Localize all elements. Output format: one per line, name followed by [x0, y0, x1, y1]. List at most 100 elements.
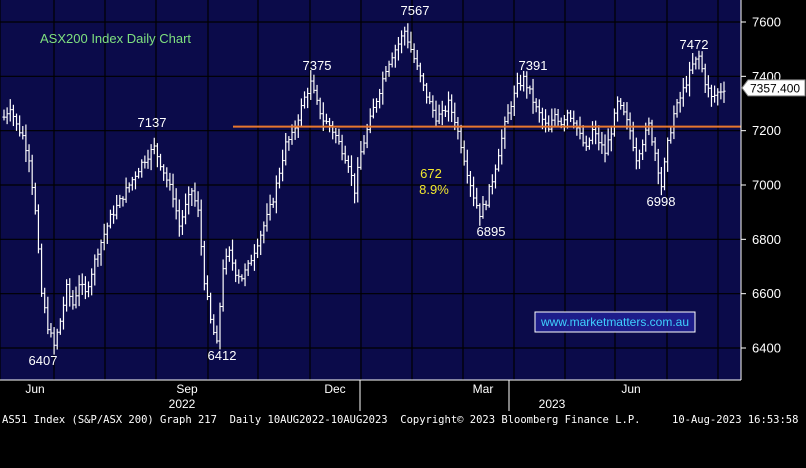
axis-panel-bottom — [0, 380, 741, 411]
ohlc-bar — [93, 254, 97, 286]
ohlc-bar — [619, 98, 623, 110]
ohlc-bar — [722, 81, 726, 103]
ohlc-bar — [74, 286, 78, 309]
ohlc-bar — [177, 199, 181, 237]
ohlc-bar — [653, 137, 657, 162]
ohlc-bar — [158, 153, 163, 171]
ohlc-bar — [684, 75, 689, 93]
ohlc-bar — [83, 276, 87, 300]
ohlc-bar — [111, 205, 116, 224]
ohlc-bar — [246, 260, 250, 276]
ohlc-bar — [462, 140, 466, 166]
ohlc-bar — [506, 104, 510, 124]
ohlc-bar — [597, 125, 601, 151]
ohlc-bar — [327, 117, 332, 133]
ohlc-bar — [615, 96, 620, 122]
ohlc-bar — [493, 164, 498, 189]
footer-timestamp: 10-Aug-2023 16:53:58 — [672, 414, 799, 426]
ohlc-bar — [315, 84, 319, 105]
ohlc-bar — [396, 36, 401, 61]
footer-bar: AS51 Index (S&P/ASX 200) Graph 217 Daily… — [0, 411, 806, 430]
ohlc-bar — [425, 82, 429, 104]
ohlc-bar — [77, 275, 81, 307]
ohlc-bar — [343, 145, 347, 164]
ohlc-bar — [716, 88, 720, 106]
ohlc-bar — [24, 124, 28, 163]
ohlc-bar — [387, 60, 391, 77]
ohlc-bar — [662, 157, 667, 191]
ohlc-bar — [281, 149, 285, 182]
peak-label-3: 7567 — [401, 3, 430, 18]
ohlc-bar — [265, 203, 269, 232]
ohlc-bar — [187, 186, 191, 215]
ohlc-bar — [221, 259, 225, 312]
ohlc-bar — [61, 296, 66, 330]
last-price-flag: 7357.400 — [741, 79, 806, 97]
x-tick-label: Jun — [621, 382, 640, 396]
ohlc-bar — [421, 73, 426, 92]
ohlc-bar — [259, 230, 263, 256]
ohlc-bar — [669, 126, 673, 144]
ohlc-bar — [193, 182, 197, 207]
ohlc-bar — [33, 182, 37, 215]
ohlc-bar — [531, 78, 535, 114]
ohlc-bar — [703, 63, 707, 93]
ohlc-bar — [30, 154, 34, 195]
ohlc-bar — [209, 292, 213, 324]
ohlc-bar — [691, 53, 695, 75]
y-tick-label: 7000 — [752, 178, 781, 193]
ohlc-bar — [340, 134, 344, 161]
ohlc-bar — [2, 109, 6, 121]
ohlc-bar — [399, 30, 404, 54]
ohlc-bar — [450, 94, 454, 123]
ohlc-bar — [518, 74, 523, 91]
ohlc-bar — [393, 44, 397, 68]
y-tick-label: 7600 — [752, 15, 781, 30]
watermark-text: www.marketmatters.com.au — [540, 315, 689, 329]
ohlc-bar — [349, 155, 354, 186]
ohlc-bar — [55, 328, 59, 350]
ohlc-bar — [65, 279, 69, 312]
ohlc-bar — [609, 125, 613, 152]
ohlc-bar — [694, 56, 698, 70]
ohlc-bar — [183, 193, 188, 225]
ohlc-bar — [678, 91, 682, 113]
ohlc-bar — [503, 116, 507, 149]
peak-label-4: 7391 — [519, 58, 548, 73]
axis-panel-right — [741, 0, 806, 411]
peak-label-5: 7472 — [680, 37, 709, 52]
ohlc-bar — [471, 176, 476, 207]
ohlc-bar — [709, 84, 714, 107]
ohlc-bar — [127, 182, 131, 193]
ohlc-bar — [594, 120, 598, 145]
ohlc-bar — [312, 74, 316, 94]
ohlc-bar — [675, 99, 679, 118]
peak-label-1: 7137 — [138, 115, 167, 130]
ohlc-bar — [431, 95, 435, 118]
last-price-label: 7357.400 — [750, 81, 800, 95]
ohlc-bar — [562, 115, 566, 132]
ohlc-bar — [5, 107, 9, 125]
x-tick-label: Jun — [25, 382, 44, 396]
move-points-label: 672 — [420, 166, 442, 181]
x-year-label: 2023 — [539, 397, 566, 411]
ohlc-bar — [271, 197, 275, 208]
ohlc-bar — [719, 83, 723, 100]
ohlc-bar — [497, 148, 501, 172]
ohlc-bar — [237, 269, 241, 284]
ohlc-bar — [205, 275, 210, 301]
ohlc-bar — [587, 137, 591, 150]
ohlc-bar — [459, 124, 463, 154]
ohlc-bar — [165, 167, 169, 188]
ohlc-bar — [249, 254, 253, 266]
ohlc-bar — [543, 109, 548, 133]
ohlc-bar — [428, 91, 432, 105]
ohlc-bar — [162, 164, 166, 181]
ohlc-bar — [634, 137, 638, 170]
ohlc-bar — [687, 61, 692, 97]
y-tick-label: 6600 — [752, 286, 781, 301]
ohlc-bar — [68, 278, 72, 307]
ohlc-bar — [641, 139, 645, 160]
ohlc-bar — [52, 327, 56, 355]
ohlc-bar — [515, 72, 519, 98]
